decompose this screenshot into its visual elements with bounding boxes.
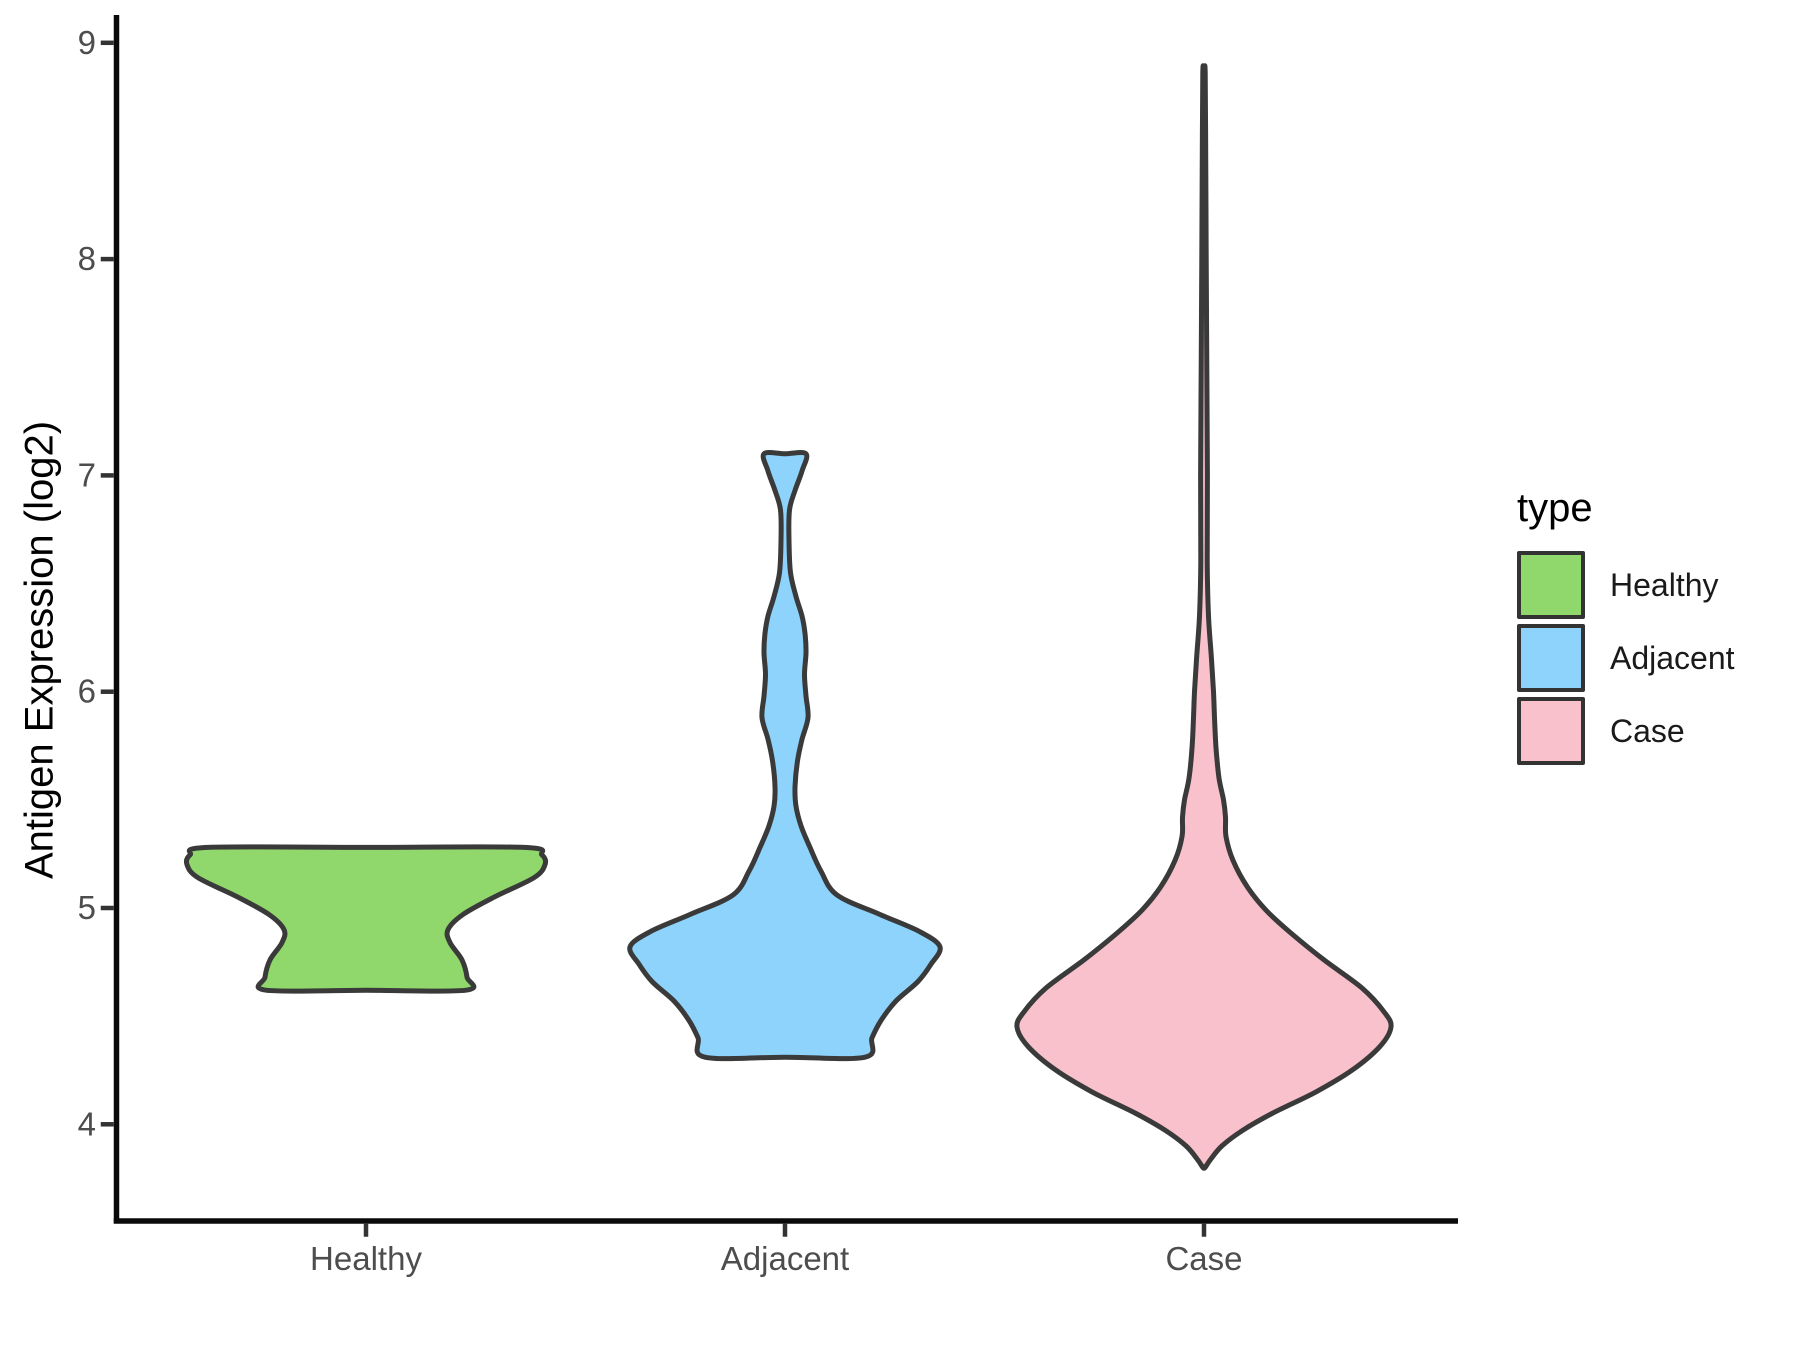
legend-entry-adjacent: Adjacent [1517,624,1735,692]
y-tick-label: 4 [78,1105,96,1142]
legend-label-healthy: Healthy [1610,566,1719,603]
y-axis-title: Antigen Expression (log2) [17,420,62,880]
violin-healthy [183,844,549,994]
legend-title: type [1517,486,1593,530]
legend-swatch-adjacent [1517,624,1585,692]
y-tick-label: 6 [78,673,96,710]
legend-swatch-case [1517,697,1585,765]
y-tick-label: 5 [78,889,96,926]
y-tick-label: 8 [78,240,96,277]
legend-entry-case: Case [1517,697,1735,765]
x-tick-label-healthy: Healthy [310,1240,422,1277]
legend-label-case: Case [1610,712,1685,749]
legend: type Healthy Adjacent Case [1517,486,1735,770]
violin-adjacent [627,450,943,1062]
violin-case [1014,63,1394,1171]
y-tick-label: 7 [78,456,96,493]
x-tick-label-case: Case [1165,1240,1242,1277]
x-tick-label-adjacent: Adjacent [721,1240,849,1277]
legend-entry-healthy: Healthy [1517,551,1735,619]
legend-swatch-healthy [1517,551,1585,619]
y-tick-label: 9 [78,24,96,61]
legend-label-adjacent: Adjacent [1610,639,1735,676]
